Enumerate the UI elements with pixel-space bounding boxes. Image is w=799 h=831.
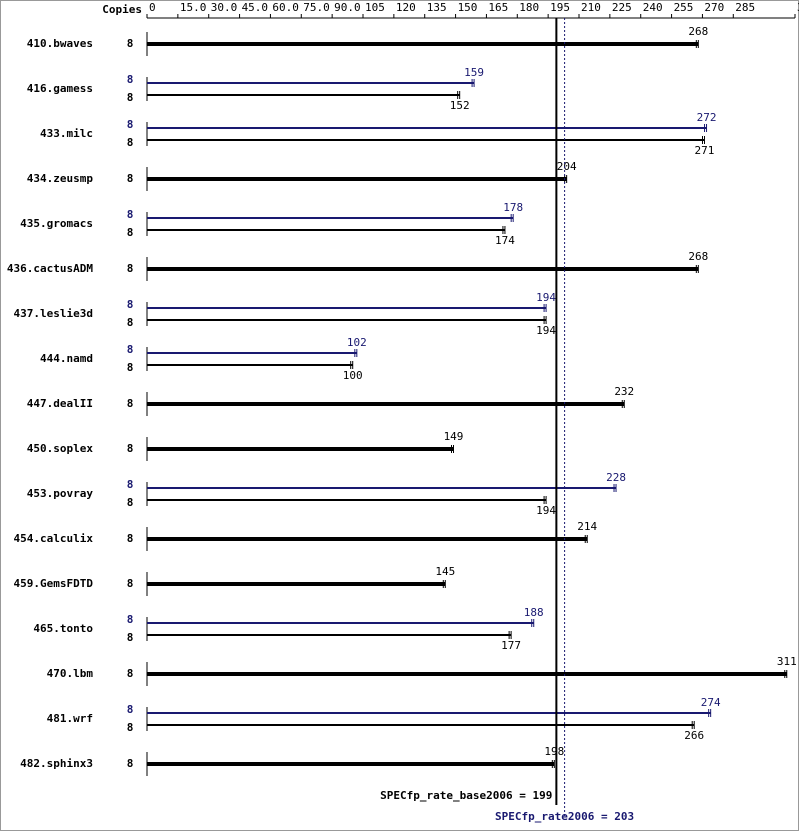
benchmark-label: 450.soplex [27, 442, 94, 455]
benchmark-label: 416.gamess [27, 82, 93, 95]
copies: 8 [127, 136, 134, 149]
benchmark-label: 454.calculix [14, 532, 94, 545]
value-label: 177 [501, 639, 521, 652]
value-label: 152 [450, 99, 470, 112]
x-tick-label: 240 [643, 1, 663, 14]
x-tick-label: 120 [396, 1, 416, 14]
x-tick-label: 270 [704, 1, 724, 14]
value-label: 232 [614, 385, 634, 398]
copies: 8 [127, 298, 134, 311]
copies: 8 [127, 361, 134, 374]
benchmark-label: 459.GemsFDTD [14, 577, 94, 590]
value-label: 228 [606, 471, 626, 484]
benchmark-label: 481.wrf [47, 712, 93, 725]
value-label: 194 [536, 324, 556, 337]
copies: 8 [127, 613, 134, 626]
value-label: 272 [697, 111, 717, 124]
value-label: 268 [688, 250, 708, 263]
reference-label: SPECfp_rate_base2006 = 199 [380, 789, 552, 802]
x-tick-label: 45.0 [242, 1, 268, 14]
benchmark-label: 434.zeusmp [27, 172, 94, 185]
value-label: 311 [777, 655, 797, 668]
x-tick-label: 315 [797, 1, 799, 14]
copies: 8 [127, 667, 134, 680]
x-tick-label: 60.0 [272, 1, 299, 14]
copies: 8 [127, 631, 134, 644]
benchmark-label: 437.leslie3d [14, 307, 93, 320]
value-label: 174 [495, 234, 515, 247]
x-tick-label: 150 [458, 1, 478, 14]
x-tick-label: 15.0 [180, 1, 207, 14]
copies: 8 [127, 577, 134, 590]
x-tick-label: 105 [365, 1, 385, 14]
reference-label: SPECfp_rate2006 = 203 [495, 810, 634, 823]
x-tick-label: 90.0 [334, 1, 361, 14]
value-label: 204 [557, 160, 577, 173]
copies: 8 [127, 172, 134, 185]
x-tick-label: 75.0 [303, 1, 330, 14]
benchmark-label: 433.milc [40, 127, 93, 140]
benchmark-label: 435.gromacs [20, 217, 93, 230]
copies: 8 [127, 397, 134, 410]
value-label: 159 [464, 66, 484, 79]
value-label: 188 [524, 606, 544, 619]
value-label: 274 [701, 696, 721, 709]
copies: 8 [127, 316, 134, 329]
value-label: 145 [435, 565, 455, 578]
copies: 8 [127, 703, 134, 716]
x-tick-label: 255 [674, 1, 694, 14]
benchmark-label: 410.bwaves [27, 37, 93, 50]
value-label: 271 [695, 144, 715, 157]
x-tick-label: 225 [612, 1, 632, 14]
copies: 8 [127, 532, 134, 545]
copies: 8 [127, 721, 134, 734]
x-tick-label: 165 [488, 1, 508, 14]
copies: 8 [127, 757, 134, 770]
x-tick-label: 30.0 [211, 1, 238, 14]
x-tick-label: 195 [550, 1, 570, 14]
benchmark-label: 444.namd [40, 352, 93, 365]
x-tick-label: 210 [581, 1, 601, 14]
value-label: 214 [577, 520, 597, 533]
benchmark-label: 436.cactusADM [7, 262, 93, 275]
value-label: 266 [684, 729, 704, 742]
value-label: 194 [536, 504, 556, 517]
benchmark-label: 447.dealII [27, 397, 93, 410]
x-tick-label: 180 [519, 1, 539, 14]
value-label: 100 [343, 369, 363, 382]
value-label: 102 [347, 336, 367, 349]
copies: 8 [127, 343, 134, 356]
value-label: 194 [536, 291, 556, 304]
benchmark-label: 465.tonto [33, 622, 93, 635]
copies: 8 [127, 226, 134, 239]
copies: 8 [127, 91, 134, 104]
value-label: 268 [688, 25, 708, 38]
value-label: 178 [503, 201, 523, 214]
benchmark-label: 482.sphinx3 [20, 757, 93, 770]
x-tick-label: 135 [427, 1, 447, 14]
benchmark-label: 453.povray [27, 487, 94, 500]
x-tick-label: 0 [149, 1, 156, 14]
copies: 8 [127, 37, 134, 50]
x-tick-label: 285 [735, 1, 755, 14]
copies-header: Copies [102, 3, 142, 16]
copies: 8 [127, 262, 134, 275]
copies: 8 [127, 442, 134, 455]
copies: 8 [127, 73, 134, 86]
copies: 8 [127, 208, 134, 221]
copies: 8 [127, 118, 134, 131]
value-label: 198 [544, 745, 564, 758]
value-label: 149 [444, 430, 464, 443]
benchmark-label: 470.lbm [47, 667, 94, 680]
copies: 8 [127, 478, 134, 491]
copies: 8 [127, 496, 134, 509]
